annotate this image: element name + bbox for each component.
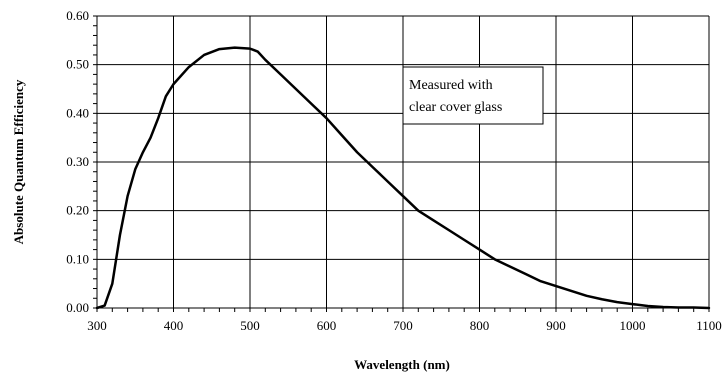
series-line	[95, 46, 711, 310]
x-tick-label: 1000	[620, 318, 646, 333]
annotation-line-1: Measured with	[409, 78, 493, 93]
annotation-line-2: clear cover glass	[409, 100, 502, 115]
tick-marks	[93, 15, 710, 312]
y-tick-label: 0.30	[66, 154, 89, 169]
x-tick-label: 600	[317, 318, 337, 333]
y-tick-label: 0.50	[66, 57, 89, 72]
annotation-box: Measured with clear cover glass	[402, 66, 544, 125]
x-axis-title: Wavelength (nm)	[354, 357, 450, 372]
x-tick-label: 400	[164, 318, 184, 333]
x-tick-label: 700	[393, 318, 413, 333]
y-tick-label: 0.20	[66, 203, 89, 218]
y-tick-label: 0.00	[66, 300, 89, 315]
y-tick-label: 0.10	[66, 251, 89, 266]
x-tick-label: 900	[546, 318, 566, 333]
x-tick-label: 300	[87, 318, 107, 333]
x-tick-label: 800	[470, 318, 490, 333]
y-axis-title: Absolute Quantum Efficiency	[11, 79, 26, 244]
y-tick-label: 0.40	[66, 105, 89, 120]
grid-lines	[96, 15, 710, 309]
y-tick-labels: 0.00 0.10 0.20 0.30 0.40 0.50 0.60	[66, 8, 89, 315]
x-tick-label: 1100	[696, 318, 722, 333]
y-tick-label: 0.60	[66, 8, 89, 23]
x-tick-labels: 300 400 500 600 700 800 900 1000 1100	[87, 318, 722, 333]
x-tick-label: 500	[240, 318, 260, 333]
